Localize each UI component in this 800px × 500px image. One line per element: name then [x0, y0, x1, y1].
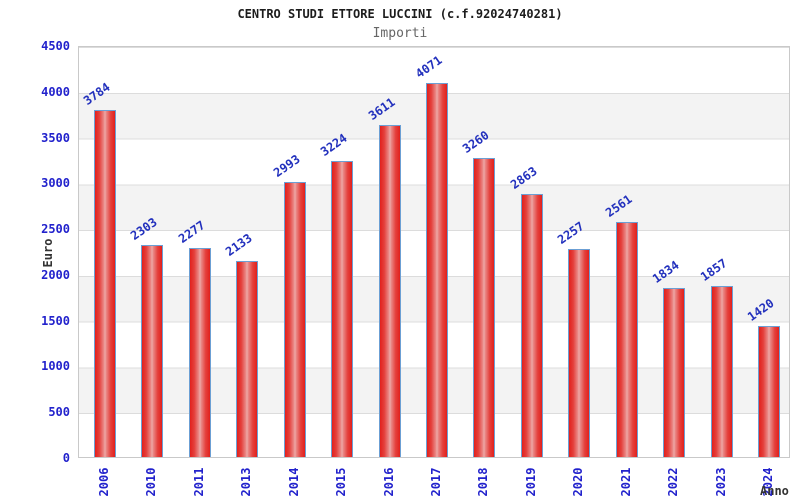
bar-value-label: 2993: [270, 151, 303, 180]
bar: [283, 182, 306, 457]
bar-value-label: 3784: [80, 79, 113, 108]
y-tick-label: 1000: [41, 359, 70, 374]
y-tick-label: 2000: [41, 267, 70, 282]
bar-value-label: 2257: [555, 218, 588, 247]
y-tick-label: 4000: [41, 84, 70, 99]
x-tick-label: 2016: [381, 467, 396, 497]
bar: [520, 194, 543, 457]
y-tick-label: 500: [48, 405, 70, 420]
bar: [568, 249, 591, 457]
bar: [473, 158, 496, 457]
x-tick-label: 2023: [713, 467, 728, 497]
y-tick-label: 4500: [41, 39, 70, 53]
bar: [758, 326, 781, 457]
y-tick-label: 2500: [41, 222, 70, 237]
bar: [663, 288, 686, 457]
x-tick-label: 2015: [334, 467, 349, 497]
bar: [141, 245, 164, 457]
x-tick-label: 2020: [571, 467, 586, 497]
x-tick-label: 2014: [286, 467, 301, 497]
x-tick-label: 2018: [476, 467, 491, 497]
x-tick-label: 2013: [239, 467, 254, 497]
y-tick-label: 1500: [41, 313, 70, 328]
bar-value-label: 4071: [412, 52, 445, 81]
x-tick-label: 2021: [618, 467, 633, 497]
bar: [236, 261, 259, 457]
bar: [93, 110, 116, 457]
bar: [426, 83, 448, 457]
y-tick-label: 3500: [41, 130, 70, 145]
bar-value-label: 2863: [507, 163, 540, 192]
bar-value-label: 1857: [697, 255, 730, 284]
bar-value-label: 1834: [650, 257, 683, 286]
x-tick-label: 2017: [429, 467, 443, 497]
bar-value-label: 3224: [318, 130, 350, 159]
x-axis-title: Anno: [760, 484, 789, 498]
plot-area: 3784 2303 2277 2133 2993 3224 3611 4071 3260 2863…: [78, 46, 790, 458]
bar-value-label: 2277: [175, 217, 208, 246]
bar: [188, 248, 211, 457]
bar-value-label: 2133: [223, 230, 255, 259]
x-tick-label: 2011: [191, 467, 206, 497]
bar-value-label: 3611: [365, 94, 398, 123]
bar: [615, 222, 638, 457]
x-tick-label: 2006: [96, 467, 111, 497]
bar: [331, 161, 354, 457]
bar-value-label: 2561: [602, 191, 635, 220]
x-tick-label: 2010: [144, 467, 159, 497]
x-tick-label: 2022: [666, 467, 681, 497]
y-axis-title: Euro: [41, 238, 55, 268]
y-tick-label: 0: [62, 451, 70, 465]
bar: [378, 125, 401, 457]
chart-subtitle: Importi: [372, 26, 428, 41]
chart-title: CENTRO STUDI ETTORE LUCCINI (c.f.9202474…: [237, 7, 563, 21]
bar: [710, 286, 733, 457]
bar-value-label: 1420: [745, 295, 777, 324]
bar-value-label: 3260: [460, 127, 493, 156]
x-tick-label: 2019: [523, 467, 538, 497]
bar-value-label: 2303: [128, 214, 160, 243]
y-tick-label: 3000: [41, 176, 70, 191]
